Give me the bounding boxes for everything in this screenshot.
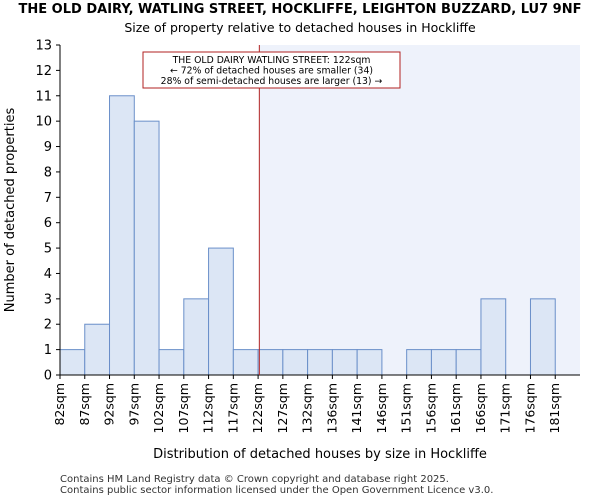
x-tick-label: 161sqm [448,383,463,433]
x-axis-title: Distribution of detached houses by size … [153,447,487,462]
x-tick-label: 151sqm [399,383,414,433]
annotation-line: 28% of semi-detached houses are larger (… [161,76,383,87]
y-tick-label: 2 [44,318,52,333]
histogram-bar [480,298,507,376]
chart-subtitle: Size of property relative to detached ho… [124,20,476,35]
x-tick-label: 171sqm [498,383,513,433]
x-tick-label: 87sqm [77,383,92,426]
x-tick-label: 127sqm [275,383,290,433]
x-tick-label: 166sqm [473,383,488,433]
histogram-bar [430,349,457,376]
histogram-bar [208,247,234,376]
y-tick-label: 3 [44,292,52,307]
chart-title: THE OLD DAIRY, WATLING STREET, HOCKLIFFE… [18,2,582,17]
x-tick-label: 92sqm [102,383,117,426]
histogram-bar [331,349,358,376]
x-tick-label: 176sqm [522,383,537,433]
footer-licence: Contains public sector information licen… [60,485,494,496]
x-tick-label: 102sqm [151,383,166,433]
histogram-bar [109,95,135,376]
histogram-bar [356,349,383,376]
y-tick-label: 11 [35,89,52,104]
histogram-bar [455,349,482,376]
histogram-bar [84,323,111,376]
x-tick-label: 97sqm [126,383,141,426]
histogram-bar [529,298,556,376]
y-tick-label: 9 [44,140,52,155]
y-tick-label: 12 [35,64,52,79]
histogram-bar [59,349,86,376]
y-tick-label: 13 [35,39,52,54]
larger-region-shade [259,45,580,375]
annotation-box [142,51,401,89]
x-tick-label: 141sqm [349,383,364,433]
x-tick-label: 136sqm [324,383,339,433]
x-tick-label: 156sqm [423,383,438,433]
y-tick-label: 0 [44,369,52,384]
y-axis-title: Number of detached properties [3,108,18,313]
histogram-bar [282,349,309,376]
x-tick-label: 132sqm [300,383,315,433]
y-tick-label: 8 [44,165,52,180]
histogram-bar [232,349,259,376]
histogram-bar [158,349,185,376]
y-tick-label: 6 [44,216,52,231]
y-tick-label: 10 [35,115,52,130]
y-tick-label: 5 [44,242,52,257]
histogram-bar [406,349,432,376]
histogram-bar [133,120,160,376]
y-tick-label: 4 [44,267,52,282]
footer-copyright: Contains HM Land Registry data © Crown c… [60,474,449,485]
x-tick-label: 181sqm [547,383,562,433]
annotation-line: THE OLD DAIRY WATLING STREET: 122sqm [172,55,371,66]
x-tick-label: 112sqm [201,383,216,433]
histogram-bar [183,298,210,376]
x-tick-label: 122sqm [250,383,265,433]
x-tick-label: 107sqm [176,383,191,433]
annotation-line: ← 72% of detached houses are smaller (34… [170,66,373,77]
y-tick-label: 1 [44,343,52,358]
x-tick-label: 146sqm [374,383,389,433]
histogram-bar [307,349,333,376]
histogram-bar [257,349,284,376]
y-tick-label: 7 [44,191,52,206]
x-tick-label: 117sqm [225,383,240,433]
x-tick-label: 82sqm [52,383,67,426]
